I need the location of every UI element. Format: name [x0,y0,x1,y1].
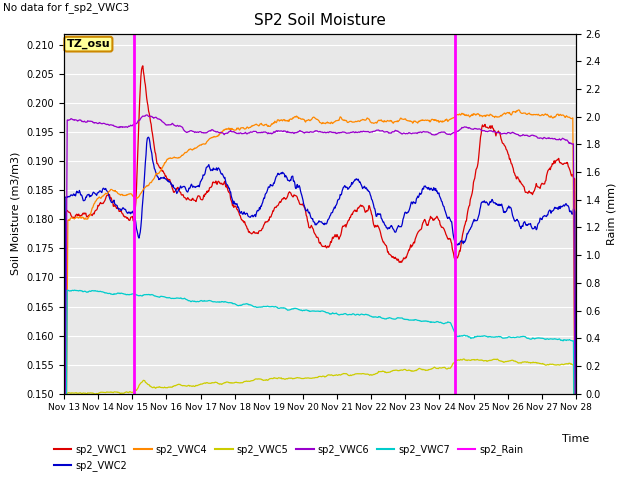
sp2_VWC4 [449,115,456,121]
sp2_VWC7 [387,315,395,321]
Line: sp2_VWC2: sp2_VWC2 [64,137,576,480]
sp2_VWC6 [143,112,150,118]
sp2_VWC2 [502,209,509,215]
sp2_VWC2 [92,191,99,197]
Line: sp2_VWC4: sp2_VWC4 [64,110,576,480]
Legend: sp2_VWC1, sp2_VWC2, sp2_VWC4, sp2_VWC5, sp2_VWC6, sp2_VWC7, sp2_Rain: sp2_VWC1, sp2_VWC2, sp2_VWC4, sp2_VWC5, … [50,441,527,475]
sp2_VWC6 [502,131,509,136]
sp2_VWC2 [372,209,380,215]
sp2_VWC5 [449,362,456,368]
sp2_VWC1 [358,203,366,209]
Line: sp2_VWC1: sp2_VWC1 [64,66,576,480]
sp2_VWC6 [358,129,366,135]
sp2_VWC4 [387,118,394,123]
sp2_VWC2 [387,223,395,229]
sp2_VWC7 [358,312,366,317]
sp2_VWC1 [387,252,395,258]
sp2_VWC6 [372,128,380,134]
sp2_VWC6 [387,130,395,136]
sp2_VWC7 [449,326,457,332]
Y-axis label: Raim (mm): Raim (mm) [607,182,617,245]
Text: Time: Time [561,434,589,444]
sp2_VWC5 [460,356,467,362]
sp2_VWC4 [501,110,509,116]
sp2_VWC6 [449,130,457,136]
sp2_VWC1 [502,144,509,150]
sp2_VWC5 [387,369,394,375]
Line: sp2_VWC6: sp2_VWC6 [64,115,576,480]
sp2_VWC2 [358,184,366,190]
Y-axis label: Soil Moisture (m3/m3): Soil Moisture (m3/m3) [11,152,21,276]
sp2_VWC7 [70,288,78,293]
sp2_VWC5 [92,391,99,397]
sp2_VWC1 [449,249,457,254]
sp2_VWC4 [371,120,379,126]
Line: sp2_VWC7: sp2_VWC7 [64,290,576,480]
sp2_VWC4 [358,118,365,123]
sp2_VWC4 [92,198,99,204]
Line: sp2_VWC5: sp2_VWC5 [64,359,576,480]
sp2_VWC5 [502,359,509,364]
Text: No data for f_sp2_VWC3: No data for f_sp2_VWC3 [3,2,129,13]
Title: SP2 Soil Moisture: SP2 Soil Moisture [254,13,386,28]
sp2_VWC7 [92,288,100,294]
sp2_VWC6 [92,120,99,126]
sp2_VWC2 [449,230,457,236]
sp2_VWC1 [372,223,380,228]
Text: TZ_osu: TZ_osu [67,39,110,49]
sp2_VWC7 [502,335,509,341]
sp2_VWC1 [92,208,99,214]
sp2_VWC2 [145,134,152,140]
sp2_VWC5 [371,372,379,377]
sp2_VWC7 [372,314,380,320]
sp2_VWC1 [139,63,147,69]
sp2_VWC5 [358,371,365,377]
sp2_VWC4 [515,107,523,113]
